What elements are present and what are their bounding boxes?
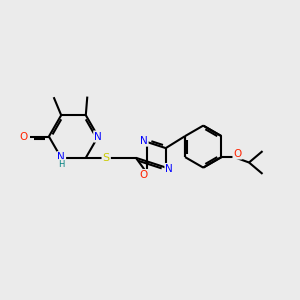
Text: N: N [166, 164, 173, 174]
Text: O: O [20, 131, 28, 142]
Text: H: H [58, 160, 64, 169]
Text: O: O [140, 170, 148, 180]
Text: S: S [103, 153, 110, 163]
Text: N: N [140, 136, 148, 146]
Text: N: N [94, 131, 102, 142]
Text: N: N [57, 152, 65, 162]
Text: O: O [233, 148, 242, 158]
